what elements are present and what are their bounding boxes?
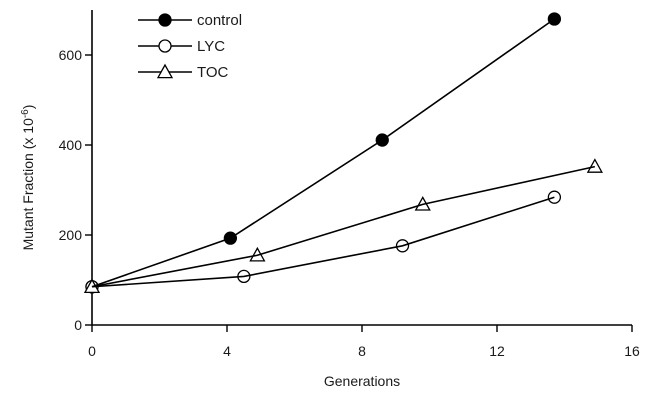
axes — [91, 10, 632, 326]
series-line — [91, 196, 555, 288]
legend-marker — [158, 39, 172, 53]
legend-item: TOC — [138, 63, 229, 81]
series-toc — [91, 165, 596, 288]
x-tick-label: 8 — [358, 343, 366, 359]
series-line — [91, 18, 555, 288]
y-tick-label: 600 — [59, 47, 83, 63]
legend-marker — [156, 63, 174, 79]
y-ticks: 0 200 400 600 — [59, 47, 92, 333]
x-axis-label: Generations — [324, 373, 400, 389]
y-axis-label: Mutant Fraction (x 10-6) — [20, 105, 37, 251]
legend-label: TOC — [197, 64, 229, 81]
series-layer — [83, 12, 603, 294]
series-control — [91, 18, 555, 288]
legend-item: LYC — [138, 38, 225, 55]
y-axis-label-suffix: ) — [20, 105, 36, 110]
y-axis-label-exponent: -6 — [20, 109, 31, 118]
x-tick-label: 0 — [88, 343, 96, 359]
series-markers-lyc — [85, 190, 562, 294]
y-axis-label-main: Mutant Fraction (x 10 — [20, 118, 36, 250]
legend-label: control — [197, 12, 242, 29]
series-line — [91, 165, 596, 288]
y-tick-label: 400 — [59, 137, 83, 153]
y-tick-label: 0 — [74, 317, 82, 333]
series-lyc — [91, 196, 555, 288]
markers — [83, 12, 603, 294]
x-tick-label: 12 — [489, 343, 505, 359]
series-markers-control — [85, 12, 562, 294]
x-tick-label: 16 — [624, 343, 640, 359]
legend-marker — [158, 13, 172, 27]
legend: control LYC TOC — [138, 12, 242, 81]
x-ticks: 0 4 8 12 16 — [88, 325, 640, 359]
legend-item: control — [138, 12, 242, 29]
x-tick-label: 4 — [223, 343, 231, 359]
legend-label: LYC — [197, 38, 225, 55]
y-tick-label: 200 — [59, 227, 83, 243]
data-point — [586, 158, 603, 173]
series-markers-toc — [83, 158, 603, 294]
